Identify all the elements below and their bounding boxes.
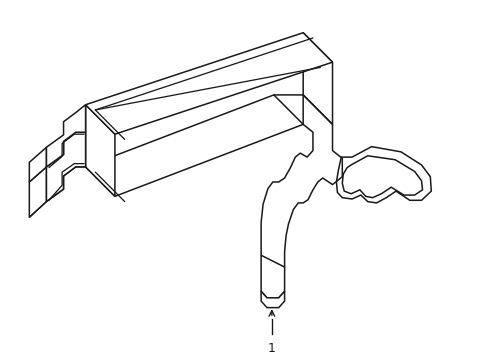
Polygon shape (261, 255, 284, 298)
Polygon shape (85, 95, 303, 196)
Polygon shape (261, 291, 284, 308)
Polygon shape (85, 33, 332, 134)
Polygon shape (303, 33, 332, 124)
Polygon shape (336, 147, 430, 203)
Polygon shape (29, 147, 46, 182)
Text: 1: 1 (267, 342, 275, 355)
Polygon shape (342, 156, 422, 198)
Polygon shape (46, 132, 85, 202)
Polygon shape (85, 105, 115, 196)
Polygon shape (46, 105, 85, 167)
Polygon shape (29, 167, 46, 217)
